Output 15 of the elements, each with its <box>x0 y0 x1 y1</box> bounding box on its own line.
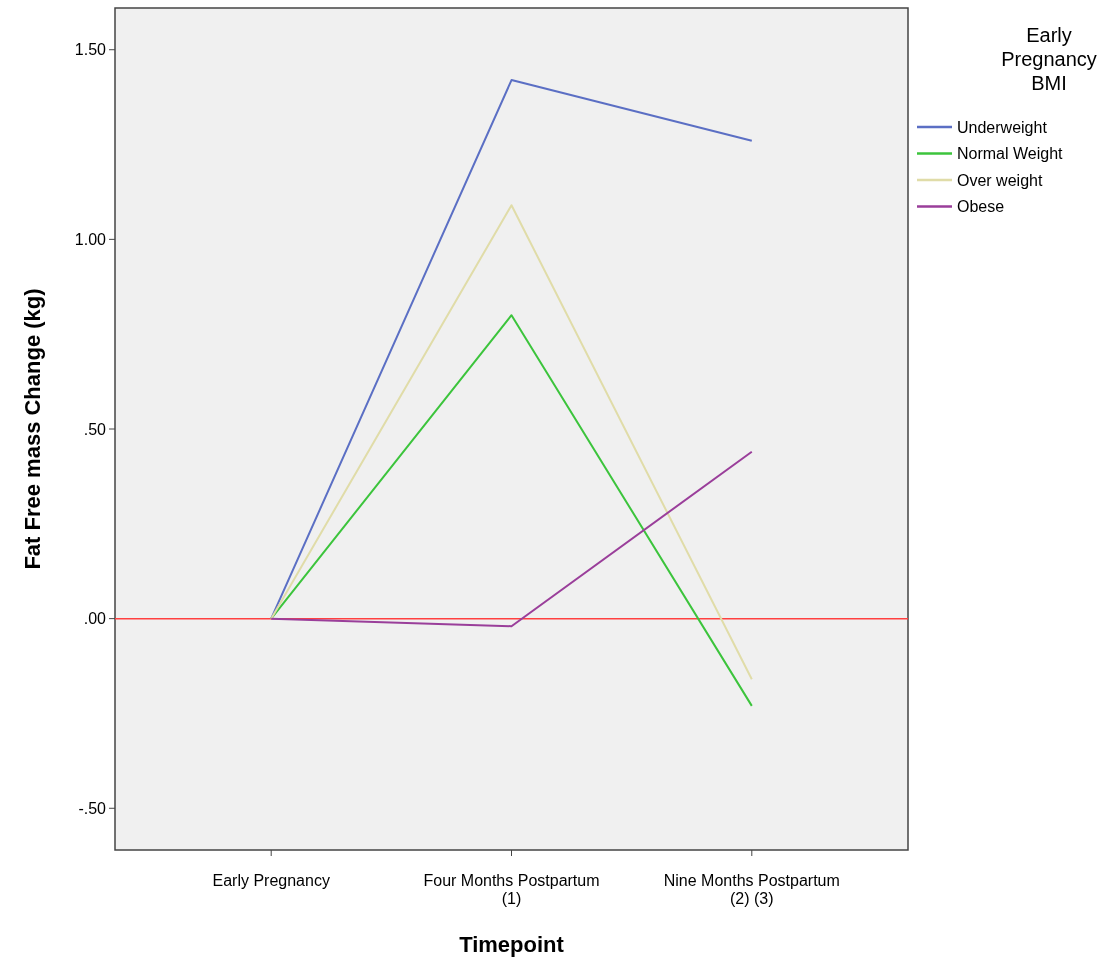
legend-label: Normal Weight <box>957 145 1064 163</box>
y-tick-label: 1.50 <box>74 41 107 59</box>
x-tick-label: Early Pregnancy <box>212 872 330 889</box>
y-tick-label: -.50 <box>78 799 107 817</box>
legend-label: Obese <box>957 198 1005 216</box>
y-tick-label: .00 <box>83 610 107 628</box>
legend-label: Over weight <box>957 171 1043 189</box>
legend-label: Underweight <box>957 118 1048 136</box>
y-tick-label: 1.00 <box>74 230 107 248</box>
x-axis-title: Timepoint <box>459 932 565 957</box>
x-tick-label: Nine Months Postpartum (2) (3) <box>663 872 840 907</box>
legend-title: Early Pregnancy BMI <box>1001 24 1097 94</box>
y-tick-label: .50 <box>83 420 107 438</box>
x-tick-label: Four Months Postpartum (1) <box>423 872 600 907</box>
y-axis-title: Fat Free mass Change (kg) <box>20 288 45 570</box>
